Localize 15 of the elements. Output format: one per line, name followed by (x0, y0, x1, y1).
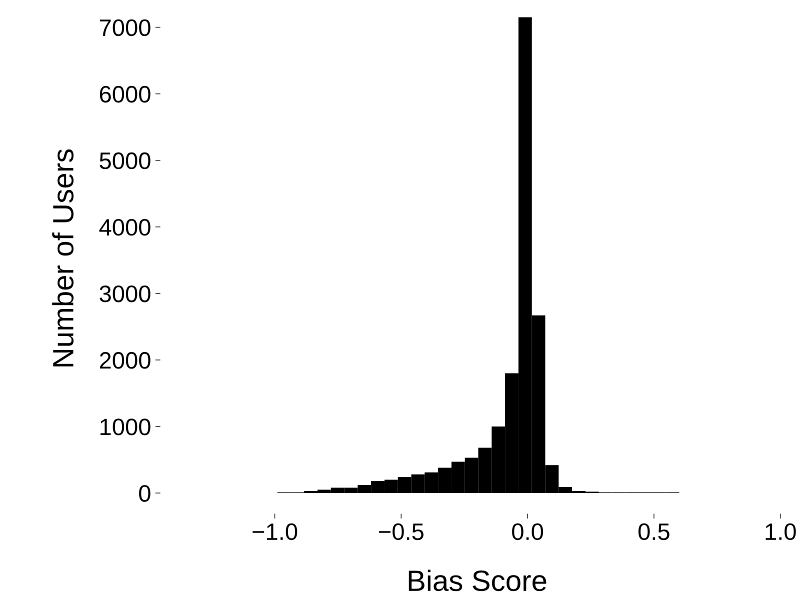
x-tick-label: 0.0 (512, 523, 544, 540)
x-axis-title: Bias Score (408, 570, 546, 592)
y-tick-label: 4000 (99, 218, 150, 236)
x-tick-label: 1.0 (766, 523, 796, 540)
y-tick-label: 6000 (100, 86, 150, 103)
x-tick-label: −1.0 (252, 523, 298, 540)
y-tick-label: 2000 (100, 352, 150, 369)
x-tick-label: −0.5 (379, 523, 424, 540)
y-tick-label: 1000 (100, 418, 150, 436)
y-tick-label: 5000 (100, 152, 150, 170)
y-axis-title: Number of Users (52, 149, 74, 366)
y-tick-label: 7000 (100, 19, 150, 36)
x-tick-label: 0.5 (638, 523, 670, 540)
y-tick-label: 0 (139, 485, 150, 502)
y-tick-label: 3000 (100, 286, 150, 302)
